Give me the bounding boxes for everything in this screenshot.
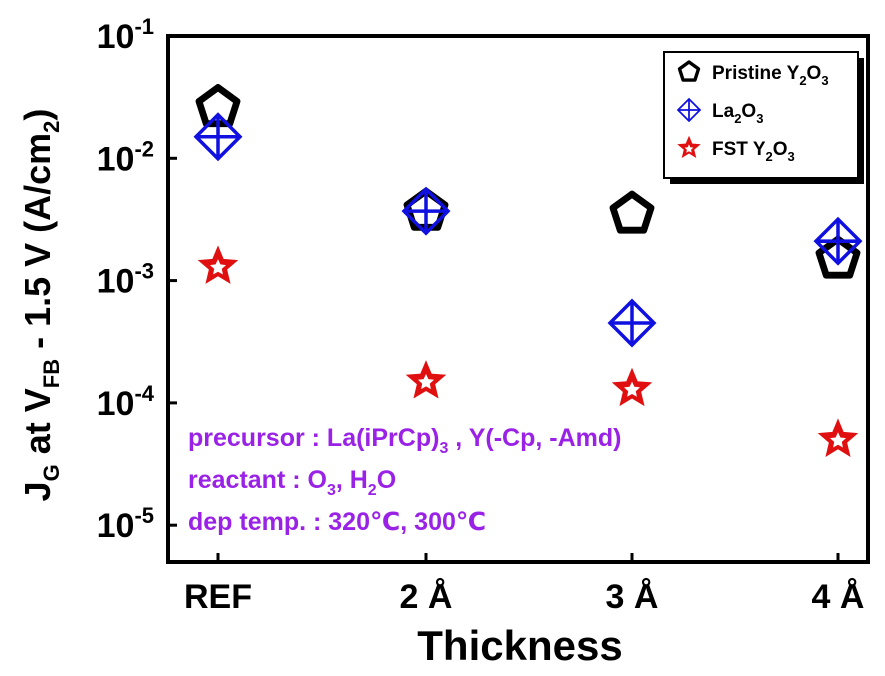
pentagon-marker-shape — [815, 235, 861, 279]
data-point-pristine — [609, 190, 655, 234]
x-tick-label: 3 Å — [606, 578, 659, 616]
annotation-line: dep temp. : 320℃, 300℃ — [188, 508, 486, 536]
data-point-la2o3 — [193, 112, 243, 162]
y-tick-label: 10-3 — [97, 259, 154, 301]
annotation-block: precursor : La(iPrCp)3 , Y(-Cp, -Amd) rea… — [188, 424, 621, 536]
data-point-fst — [405, 360, 447, 399]
legend: Pristine Y2O3 La2O3 FST Y2O3 — [663, 51, 864, 184]
legend-marker-pristine — [677, 60, 701, 82]
data-point-fst — [817, 418, 859, 457]
star-marker-hole — [624, 381, 640, 397]
plot-frame — [166, 34, 870, 564]
x-tick-label: 4 Å — [812, 578, 865, 616]
star-marker-hole — [684, 144, 694, 153]
annotation-line: reactant : O3, H2O — [188, 466, 396, 499]
legend-shadow-bottom — [670, 178, 864, 184]
legend-marker-la2o3 — [676, 97, 702, 123]
star-marker-hole — [830, 432, 846, 448]
y-tick-label: 10-1 — [97, 14, 154, 56]
legend-label-la2o3: La2O3 — [712, 101, 763, 126]
star-marker-hole — [210, 259, 226, 275]
pentagon-marker-shape — [609, 190, 655, 234]
legend-marker-fst — [677, 135, 701, 158]
data-point-fst — [197, 245, 239, 284]
data-point-la2o3 — [401, 186, 451, 236]
data-point-fst — [611, 367, 653, 407]
legend-label-pristine: Pristine Y2O3 — [712, 63, 829, 88]
series-fst — [197, 245, 859, 457]
star-marker-hole — [418, 374, 434, 390]
y-tick-label: 10-4 — [97, 381, 155, 423]
legend-label-fst: FST Y2O3 — [712, 139, 795, 164]
data-point-la2o3 — [607, 298, 657, 348]
y-tick-label: 10-2 — [97, 136, 154, 178]
data-point-la2o3 — [813, 216, 863, 266]
y-tick-label: 10-5 — [97, 503, 154, 545]
legend-shadow-right — [858, 58, 864, 184]
x-axis-title: Thickness — [417, 622, 622, 669]
x-tick-label: REF — [184, 578, 252, 616]
series-la2o3 — [193, 112, 863, 348]
data-point-pristine — [815, 235, 861, 279]
annotation-line: precursor : La(iPrCp)3 , Y(-Cp, -Amd) — [188, 424, 621, 457]
x-tick-label: 2 Å — [400, 578, 453, 616]
y-axis-title: JG at VFB - 1.5 V (A/cm2) — [17, 109, 64, 502]
pentagon-marker-shape — [677, 60, 701, 82]
